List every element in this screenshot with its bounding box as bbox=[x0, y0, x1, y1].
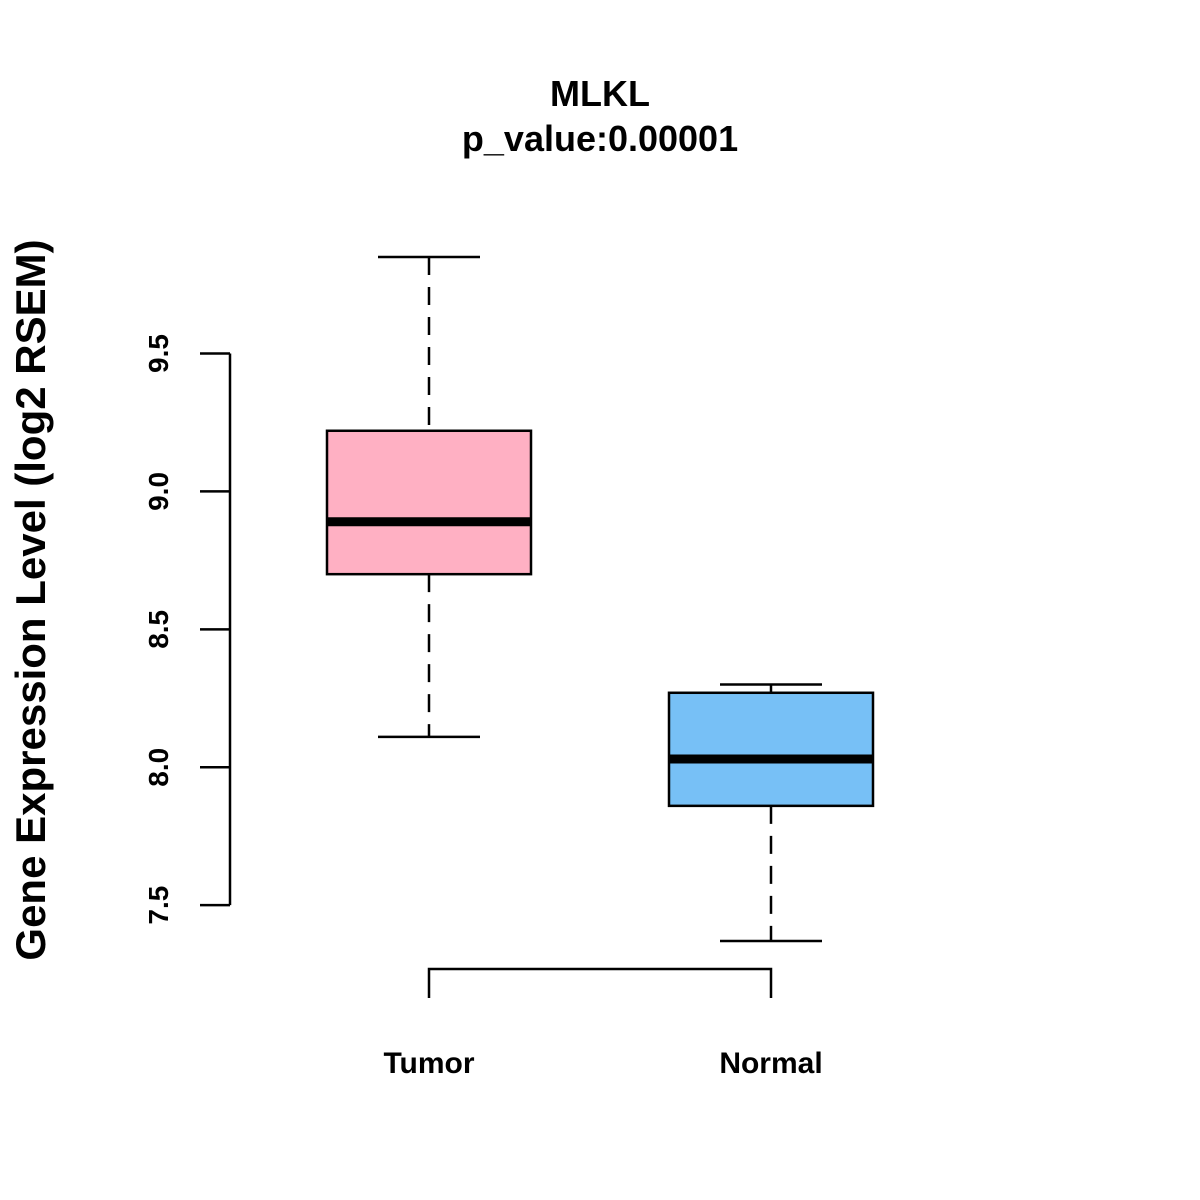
chart-title: MLKL bbox=[550, 73, 650, 114]
y-tick-label: 9.0 bbox=[143, 472, 174, 511]
boxes-group bbox=[325, 255, 875, 943]
iqr-box bbox=[325, 429, 533, 576]
y-tick-label: 7.5 bbox=[143, 886, 174, 925]
y-axis-label: Gene Expression Level (log2 RSEM) bbox=[7, 239, 54, 960]
iqr-box bbox=[667, 691, 875, 808]
y-tick-label: 8.0 bbox=[143, 748, 174, 787]
y-axis: 7.5 8.0 8.5 9.0 9.5 bbox=[143, 334, 232, 925]
box-normal bbox=[667, 683, 875, 943]
category-label-normal: Normal bbox=[719, 1047, 822, 1080]
comparison-bracket bbox=[427, 967, 773, 998]
y-tick-label: 9.5 bbox=[143, 334, 174, 373]
category-label-tumor: Tumor bbox=[383, 1047, 474, 1080]
chart-subtitle: p_value:0.00001 bbox=[462, 118, 738, 159]
bracket-line bbox=[427, 967, 773, 998]
x-axis-labels: Tumor Normal bbox=[383, 1047, 822, 1080]
box-tumor bbox=[325, 255, 533, 739]
y-tick-label: 8.5 bbox=[143, 610, 174, 649]
